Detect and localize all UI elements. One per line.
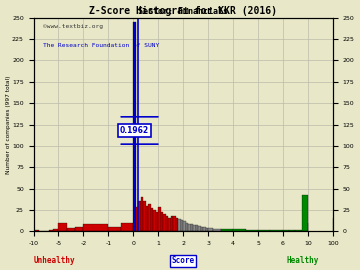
Bar	[221, 229, 233, 231]
Text: The Research Foundation of SUNY: The Research Foundation of SUNY	[42, 43, 159, 48]
Bar	[156, 212, 158, 231]
Bar	[188, 224, 191, 231]
Bar	[133, 22, 136, 231]
Bar	[138, 201, 141, 231]
Bar	[33, 230, 39, 231]
Bar	[289, 230, 296, 231]
Text: Score: Score	[172, 256, 195, 265]
Text: Sector: Financials: Sector: Financials	[138, 7, 228, 16]
Bar	[151, 208, 153, 231]
Bar	[153, 210, 156, 231]
Bar	[58, 223, 67, 231]
Bar	[163, 214, 166, 231]
Text: Healthy: Healthy	[287, 256, 319, 265]
Bar	[168, 218, 171, 231]
Bar	[67, 228, 75, 231]
Bar	[206, 228, 208, 231]
Text: 0.1962: 0.1962	[120, 126, 149, 135]
Bar	[283, 230, 289, 231]
Bar	[166, 216, 168, 231]
Text: Unhealthy: Unhealthy	[34, 256, 75, 265]
Bar	[198, 226, 201, 231]
Bar	[176, 218, 178, 231]
Bar	[146, 206, 148, 231]
Bar	[158, 207, 161, 231]
Bar	[270, 230, 283, 231]
Bar	[183, 221, 186, 231]
Bar	[196, 225, 198, 231]
Bar	[213, 229, 221, 231]
Bar	[233, 229, 246, 231]
Bar	[258, 230, 270, 231]
Bar	[143, 201, 146, 231]
Bar	[186, 223, 188, 231]
Bar	[181, 220, 183, 231]
Bar	[201, 227, 203, 231]
Bar	[296, 230, 302, 231]
Bar	[203, 227, 206, 231]
Bar	[49, 230, 54, 231]
Bar	[121, 223, 133, 231]
Bar	[136, 207, 138, 231]
Bar	[173, 216, 176, 231]
Bar	[171, 216, 173, 231]
Bar	[193, 225, 196, 231]
Bar	[141, 197, 143, 231]
Y-axis label: Number of companies (997 total): Number of companies (997 total)	[5, 75, 10, 174]
Text: ©www.textbiz.org: ©www.textbiz.org	[42, 24, 103, 29]
Bar	[178, 219, 181, 231]
Bar	[302, 195, 308, 231]
Bar	[148, 204, 151, 231]
Bar	[208, 228, 213, 231]
Bar	[75, 227, 84, 231]
Bar	[161, 212, 163, 231]
Bar	[84, 224, 108, 231]
Bar	[54, 229, 58, 231]
Bar	[191, 224, 193, 231]
Bar	[108, 227, 121, 231]
Bar	[246, 230, 258, 231]
Title: Z-Score Histogram for KKR (2016): Z-Score Histogram for KKR (2016)	[89, 6, 277, 16]
